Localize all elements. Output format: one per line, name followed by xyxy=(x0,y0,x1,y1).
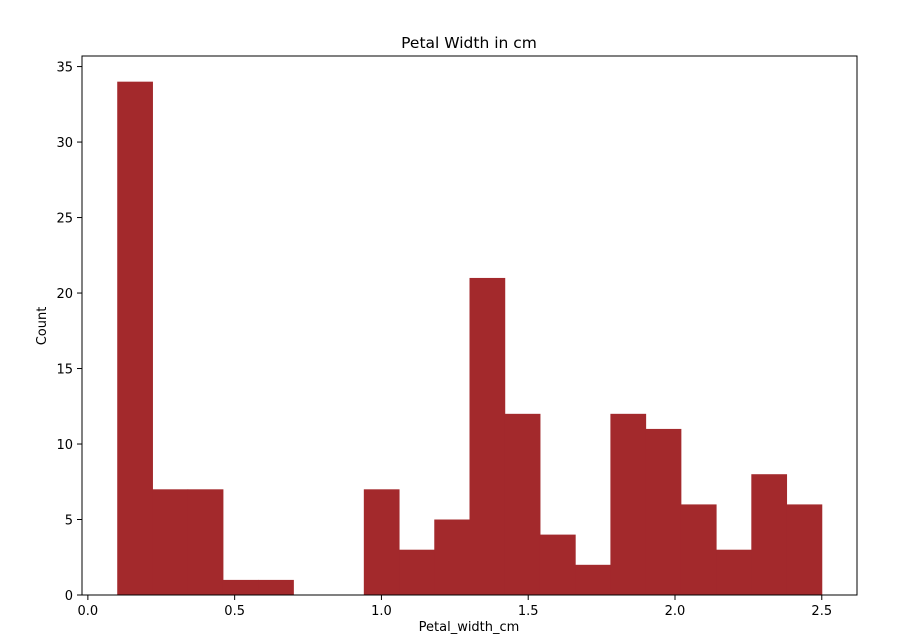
histogram-bar xyxy=(539,534,576,595)
x-tick-label: 1.0 xyxy=(371,604,392,619)
bars-group xyxy=(117,81,823,595)
histogram-bar xyxy=(117,81,153,595)
histogram-bar xyxy=(363,489,400,595)
y-axis-ticks: 0 5 10 15 20 25 30 35 xyxy=(56,61,82,604)
histogram-bar xyxy=(716,549,752,595)
y-tick-label: 25 xyxy=(56,212,73,227)
histogram-bar xyxy=(222,579,259,595)
histogram-bar xyxy=(751,474,788,595)
histogram-bar xyxy=(434,519,470,595)
y-tick-label: 10 xyxy=(56,438,73,453)
histogram-bar xyxy=(680,504,717,595)
histogram-bar xyxy=(610,413,647,595)
y-tick-label: 20 xyxy=(56,287,73,302)
x-tick-label: 2.5 xyxy=(811,604,832,619)
x-axis-label: Petal_width_cm xyxy=(419,620,520,635)
histogram-bar xyxy=(786,504,823,595)
x-tick-label: 1.5 xyxy=(518,604,539,619)
histogram-bar xyxy=(469,277,506,595)
histogram-bar xyxy=(152,489,189,595)
x-tick-label: 0.5 xyxy=(224,604,245,619)
histogram-bar xyxy=(258,579,294,595)
x-axis-ticks: 0.0 0.5 1.0 1.5 2.0 2.5 xyxy=(78,595,832,619)
x-tick-label: 0.0 xyxy=(78,604,99,619)
chart-title: Petal Width in cm xyxy=(401,34,537,52)
plot-area-frame xyxy=(81,55,858,596)
y-tick-label: 30 xyxy=(56,136,73,151)
histogram-bar xyxy=(399,549,435,595)
y-tick-label: 0 xyxy=(65,589,73,604)
histogram-bar xyxy=(504,413,541,595)
y-tick-label: 5 xyxy=(65,514,73,529)
histogram-bar xyxy=(575,564,611,595)
histogram-bar xyxy=(187,489,224,595)
y-axis-label: Count xyxy=(35,307,50,346)
histogram-bar xyxy=(645,428,682,595)
y-tick-label: 15 xyxy=(56,363,73,378)
x-tick-label: 2.0 xyxy=(665,604,686,619)
y-tick-label: 35 xyxy=(56,61,73,76)
